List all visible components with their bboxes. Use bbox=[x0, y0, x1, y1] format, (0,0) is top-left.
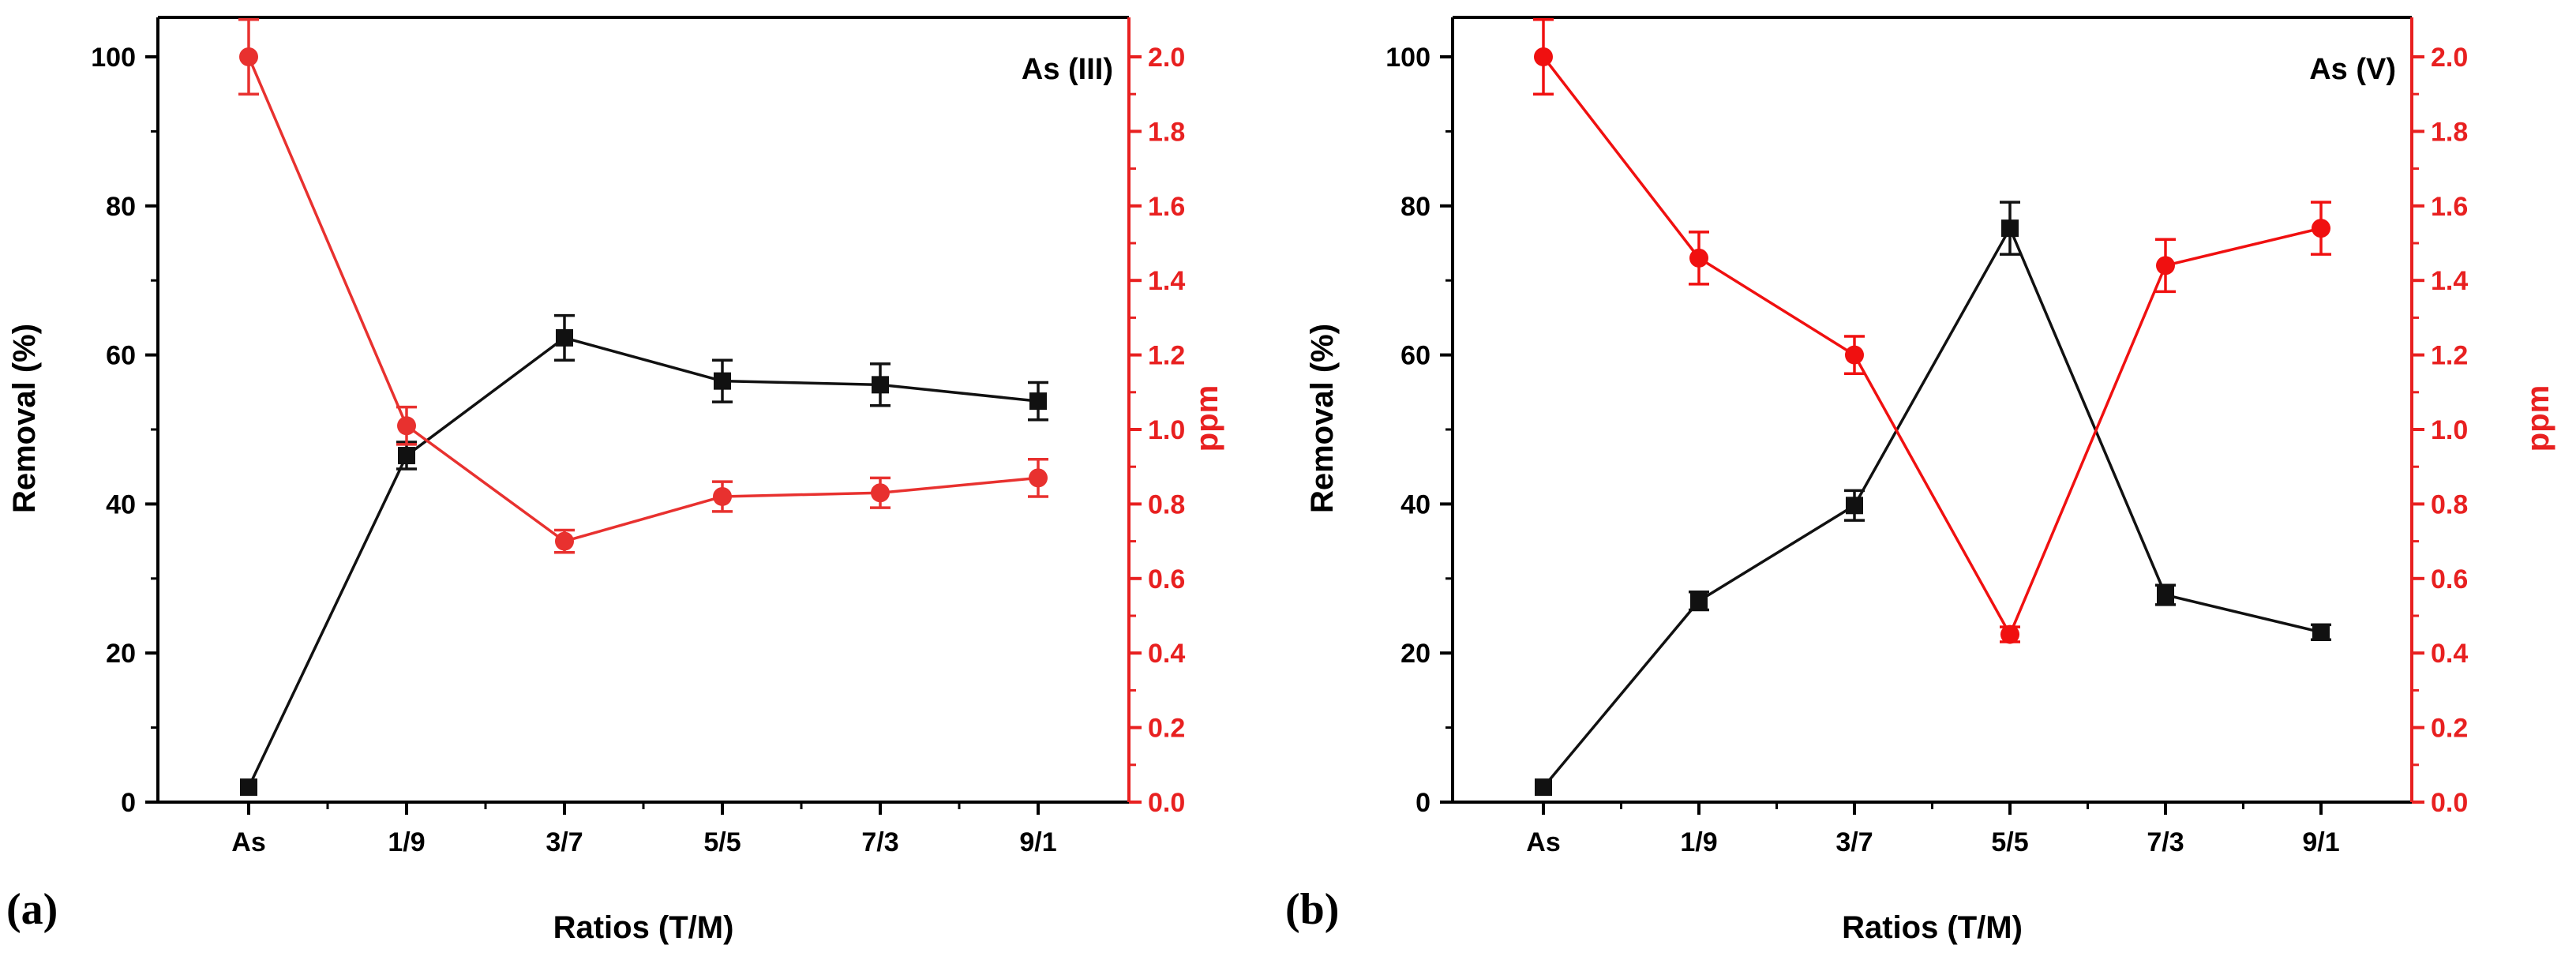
data-point bbox=[1029, 392, 1047, 411]
x-tick-label: 3/7 bbox=[546, 827, 583, 857]
data-point bbox=[2156, 256, 2175, 276]
series-removal bbox=[240, 313, 1048, 797]
y2-tick-label: 0.2 bbox=[2431, 714, 2468, 744]
data-point bbox=[555, 531, 574, 551]
x-tick-label: 9/1 bbox=[2302, 827, 2339, 857]
panel-annotation: As (V) bbox=[2309, 53, 2396, 86]
data-point bbox=[398, 447, 415, 465]
series-ppm bbox=[1533, 18, 2331, 644]
data-point bbox=[556, 328, 573, 347]
y-tick-label: 0 bbox=[1415, 788, 1430, 818]
x-tick-label: 1/9 bbox=[1680, 827, 1717, 857]
y2-tick-label: 1.4 bbox=[1148, 266, 1185, 296]
y2-tick-label: 0.6 bbox=[2431, 564, 2468, 594]
y-tick-label: 0 bbox=[121, 788, 136, 818]
y2-tick-label: 1.2 bbox=[1148, 341, 1185, 371]
y2-tick-label: 0.2 bbox=[1148, 714, 1185, 744]
y-tick-label: 80 bbox=[1400, 192, 1430, 222]
y2-tick-label: 0.4 bbox=[1148, 639, 1185, 669]
y2-axis-title: ppm bbox=[1190, 385, 1224, 452]
data-point bbox=[397, 416, 416, 436]
x-tick-label: 5/5 bbox=[703, 827, 741, 857]
data-point bbox=[1534, 47, 1553, 66]
y-tick-label: 60 bbox=[106, 341, 136, 371]
series-removal bbox=[1535, 201, 2331, 797]
y2-tick-label: 0.0 bbox=[2431, 788, 2468, 818]
x-tick-label: As bbox=[1526, 827, 1560, 857]
y2-tick-label: 2.0 bbox=[2431, 43, 2468, 73]
data-point bbox=[871, 483, 890, 503]
x-tick-label: 7/3 bbox=[861, 827, 898, 857]
y-tick-label: 60 bbox=[1400, 341, 1430, 371]
data-point bbox=[872, 376, 889, 394]
y2-tick-label: 1.4 bbox=[2431, 266, 2468, 296]
y2-tick-label: 0.8 bbox=[1148, 489, 1185, 519]
series-line bbox=[247, 56, 1039, 543]
panel-label: (a) bbox=[6, 885, 58, 934]
data-point bbox=[1846, 497, 1863, 515]
chart-panel-b: 0 20 40 60 80 100 0.0 0.2 0.4 0.6 0.8 1.0 1.2 1.4 1.6 1… bbox=[1285, 16, 2555, 945]
y2-tick-label: 2.0 bbox=[1148, 43, 1185, 73]
y2-tick-label: 1.6 bbox=[2431, 192, 2468, 222]
y-tick-label: 20 bbox=[106, 639, 136, 669]
series-ppm bbox=[238, 18, 1048, 554]
chart-panel-a: 0 20 40 60 80 100 0.0 0.2 0.4 0.6 0.8 1.0 1.2 1.4 1.6 1… bbox=[6, 16, 1224, 945]
y2-tick-label: 1.8 bbox=[2431, 117, 2468, 147]
data-point bbox=[2312, 623, 2330, 641]
y2-tick-label: 0.4 bbox=[2431, 639, 2468, 669]
y-tick-label: 100 bbox=[91, 43, 136, 73]
data-point bbox=[1690, 592, 1708, 610]
y-tick-label: 20 bbox=[1400, 639, 1430, 669]
data-point bbox=[713, 486, 732, 506]
y-tick-label: 40 bbox=[106, 489, 136, 519]
y2-tick-label: 1.0 bbox=[2431, 415, 2468, 445]
data-point bbox=[714, 372, 731, 390]
series-line bbox=[247, 336, 1039, 788]
x-tick-label: 9/1 bbox=[1019, 827, 1056, 857]
data-point bbox=[1029, 468, 1048, 488]
y-axis-title: Removal (%) bbox=[1305, 324, 1340, 513]
y2-tick-label: 0.6 bbox=[1148, 564, 1185, 594]
data-point bbox=[239, 47, 258, 66]
y2-axis-title: ppm bbox=[2521, 385, 2555, 452]
x-tick-label: As bbox=[231, 827, 265, 857]
y-tick-label: 80 bbox=[106, 192, 136, 222]
y2-tick-label: 1.2 bbox=[2431, 341, 2468, 371]
data-point bbox=[1845, 345, 1864, 365]
x-tick-label: 3/7 bbox=[1835, 827, 1873, 857]
panel-annotation: As (III) bbox=[1022, 53, 1113, 86]
x-tick-label: 5/5 bbox=[1991, 827, 2028, 857]
data-point bbox=[1689, 248, 1708, 268]
y2-tick-label: 0.8 bbox=[2431, 489, 2468, 519]
y2-tick-label: 1.8 bbox=[1148, 117, 1185, 147]
x-axis-title: Ratios (T/M) bbox=[553, 910, 734, 945]
data-point bbox=[1535, 778, 1552, 797]
x-tick-label: 7/3 bbox=[2147, 827, 2184, 857]
y2-tick-label: 0.0 bbox=[1148, 788, 1185, 818]
y2-tick-label: 1.0 bbox=[1148, 415, 1185, 445]
data-point bbox=[240, 778, 257, 797]
series-line bbox=[1542, 55, 2322, 638]
panel-label: (b) bbox=[1285, 885, 1339, 934]
data-point bbox=[2157, 586, 2174, 604]
data-point bbox=[2312, 219, 2330, 238]
y2-tick-label: 1.6 bbox=[1148, 192, 1185, 222]
data-point bbox=[2001, 219, 2019, 238]
x-tick-label: 1/9 bbox=[388, 827, 425, 857]
y-tick-label: 40 bbox=[1400, 489, 1430, 519]
data-point bbox=[2000, 624, 2019, 644]
y-tick-label: 100 bbox=[1385, 43, 1430, 73]
y-axis-title: Removal (%) bbox=[7, 324, 42, 513]
series-line bbox=[1542, 225, 2322, 789]
x-axis-title: Ratios (T/M) bbox=[1842, 910, 2023, 945]
